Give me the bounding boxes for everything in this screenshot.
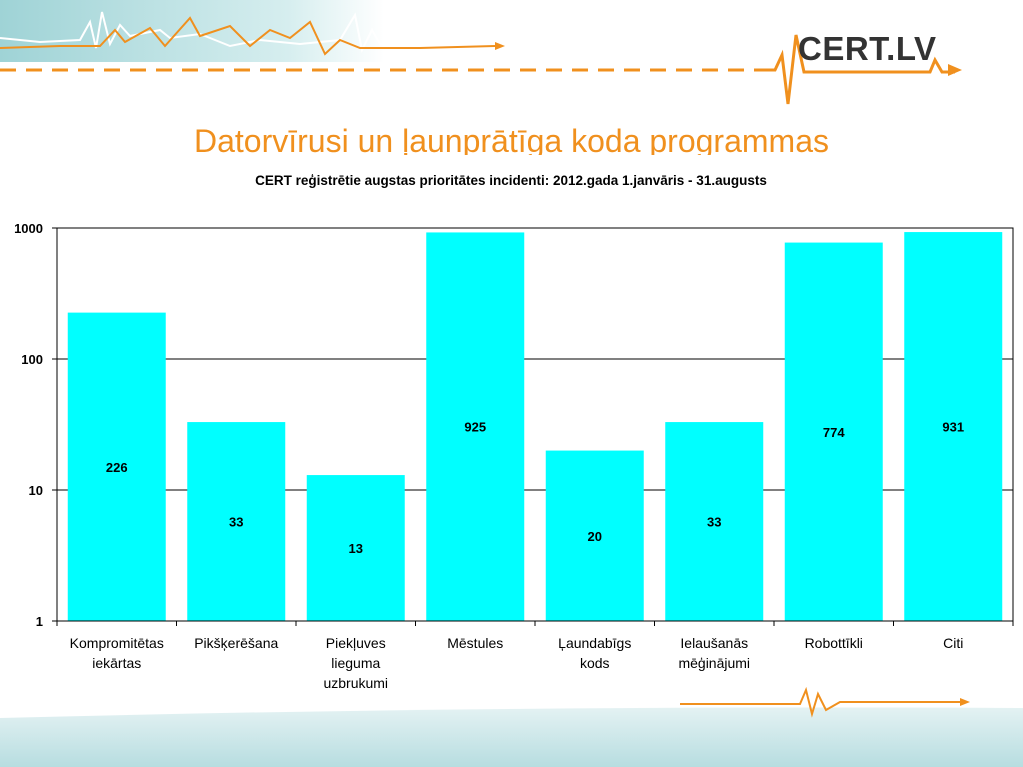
- bar: [904, 232, 1003, 621]
- bar: [426, 232, 525, 621]
- bar: [784, 242, 883, 621]
- header-wave-orange: [0, 16, 496, 56]
- logo-arrowhead: [948, 64, 962, 76]
- data-label: 33: [707, 515, 721, 530]
- y-tick-label: 10: [29, 483, 43, 498]
- data-label: 13: [349, 541, 363, 556]
- bar: [67, 312, 166, 621]
- y-tick-label: 100: [21, 352, 43, 367]
- data-label: 20: [588, 529, 602, 544]
- footer-decoration: [0, 686, 1023, 767]
- bar-chart: CERT reģistrētie augstas prioritātes inc…: [14, 173, 1014, 691]
- bar: [665, 422, 764, 621]
- header-decoration: [0, 0, 962, 105]
- data-label: 226: [106, 460, 128, 475]
- bar: [187, 422, 286, 621]
- data-label: 931: [942, 420, 964, 435]
- header-arrowhead: [495, 42, 505, 50]
- x-category-label: Mēstules: [447, 635, 503, 651]
- bar: [545, 450, 644, 621]
- x-category-label: Kompromitētas iekārtas: [70, 635, 164, 671]
- x-category-label: Piekļuves lieguma uzbrukumi: [323, 635, 388, 691]
- data-label: 925: [464, 420, 486, 435]
- bar: [306, 475, 405, 621]
- x-category-label: Pikšķerēšana: [194, 635, 278, 651]
- bars: [67, 232, 1003, 621]
- x-category-label: Ielaušanās mēģinājumi: [678, 635, 750, 671]
- data-label: 774: [823, 425, 845, 440]
- footer-band: [0, 707, 1023, 767]
- logo-pulse: [760, 34, 955, 105]
- axes: 1 10 100 1000 Kompromitētas iekārtas Pikšķerēš…: [14, 221, 1014, 691]
- data-label: 33: [229, 515, 243, 530]
- x-category-label: Robottīkli: [805, 635, 863, 651]
- x-category-label: Citi: [943, 635, 963, 651]
- slide-title: Datorvīrusi un ļaunprātīga koda programm…: [194, 123, 829, 155]
- header-band: [0, 0, 640, 62]
- chart-title: CERT reģistrētie augstas prioritātes inc…: [255, 173, 767, 188]
- footer-arrowhead: [960, 698, 970, 706]
- y-tick-label: 1000: [14, 221, 43, 236]
- footer-pulse: [680, 686, 960, 718]
- x-category-label: Ļaundabīgs kods: [558, 635, 631, 671]
- data-labels: 226 33 13 925 20 33 774 931: [106, 420, 964, 557]
- y-tick-label: 1: [36, 614, 43, 629]
- logo: CERT.LV: [798, 30, 937, 67]
- header-wave-white: [0, 11, 471, 54]
